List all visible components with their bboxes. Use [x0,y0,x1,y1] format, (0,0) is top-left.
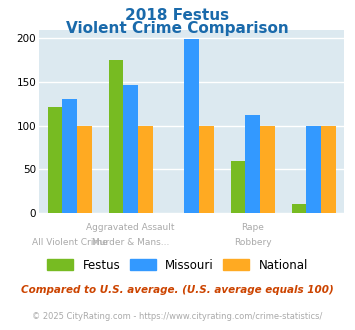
Text: © 2025 CityRating.com - https://www.cityrating.com/crime-statistics/: © 2025 CityRating.com - https://www.city… [32,312,323,321]
Text: Aggravated Assault: Aggravated Assault [86,223,175,232]
Bar [184,39,199,213]
Bar [109,60,123,213]
Text: All Violent Crime: All Violent Crime [32,238,108,247]
Bar [48,107,62,213]
Bar [260,126,275,213]
Bar [138,126,153,213]
Text: 2018 Festus: 2018 Festus [125,8,230,23]
Bar [321,126,336,213]
Bar [77,126,92,213]
Bar [123,84,138,213]
Text: Compared to U.S. average. (U.S. average equals 100): Compared to U.S. average. (U.S. average … [21,285,334,295]
Bar [245,115,260,213]
Bar [199,126,214,213]
Bar [62,99,77,213]
Bar [306,126,321,213]
Text: Violent Crime Comparison: Violent Crime Comparison [66,21,289,36]
Legend: Festus, Missouri, National: Festus, Missouri, National [43,255,312,275]
Bar [231,160,245,213]
Bar [292,204,306,213]
Text: Robbery: Robbery [234,238,272,247]
Text: Murder & Mans...: Murder & Mans... [92,238,169,247]
Text: Rape: Rape [241,223,264,232]
